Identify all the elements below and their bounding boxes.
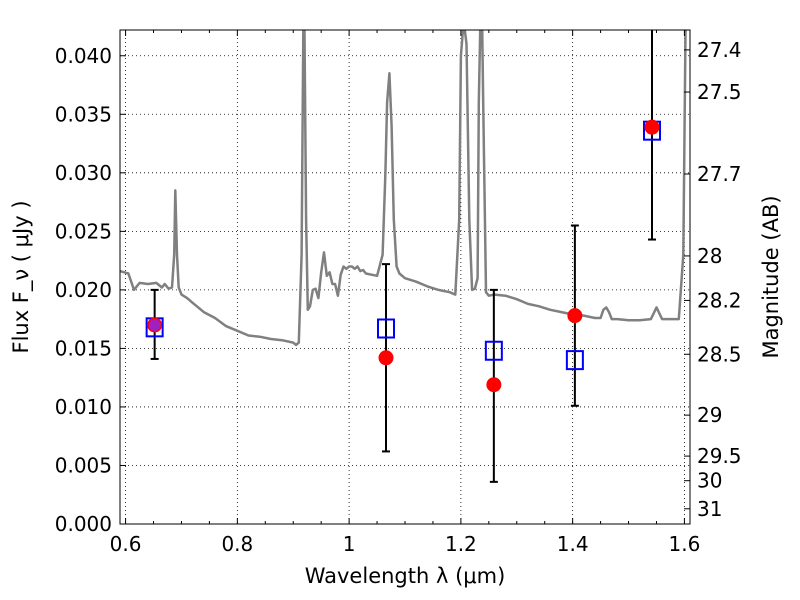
y-tick-label: 0.035 <box>55 102 112 126</box>
y-tick-label: 0.025 <box>55 219 112 243</box>
y-tick-label: 0.010 <box>55 395 112 419</box>
y-tick-label: 0.000 <box>55 512 112 536</box>
data-layer <box>120 30 688 483</box>
y-tick-label: 0.020 <box>55 278 112 302</box>
right-tick-label: 27.7 <box>697 162 742 186</box>
measured-point <box>644 119 660 135</box>
right-tick-label: 29 <box>697 403 722 427</box>
right-tick-label: 28 <box>697 244 722 268</box>
spectrum-line <box>120 30 688 347</box>
y-tick-label: 0.015 <box>55 336 112 360</box>
x-tick-label: 1 <box>343 532 356 556</box>
right-tick-label: 27.4 <box>697 38 742 62</box>
y-axis-label: Flux F_ν ( μJy ) <box>9 200 34 353</box>
right-axis-label: Magnitude (AB) <box>759 195 783 358</box>
right-tick-label: 27.5 <box>697 80 742 104</box>
model-point <box>377 318 395 339</box>
measured-point <box>567 308 583 324</box>
model-point <box>565 350 584 371</box>
x-tick-label: 1.2 <box>445 532 477 556</box>
overlap-point <box>148 318 161 331</box>
right-tick-label: 31 <box>697 497 722 521</box>
grid-lines <box>120 30 690 524</box>
model-point <box>484 340 503 361</box>
axis-ticks: 0.6 0.8 1 1.2 1.4 1.6 0.000 0.005 0.010 0.015 0.02… <box>55 30 742 556</box>
y-tick-label: 0.040 <box>55 44 112 68</box>
y-tick-label: 0.030 <box>55 161 112 185</box>
right-tick-label: 30 <box>697 469 722 493</box>
x-tick-label: 0.6 <box>110 532 142 556</box>
measured-point <box>378 350 394 366</box>
measured-point <box>486 377 502 393</box>
right-tick-label: 28.2 <box>697 288 742 312</box>
y-tick-label: 0.005 <box>55 453 112 477</box>
x-tick-label: 1.4 <box>557 532 589 556</box>
right-tick-label: 29.5 <box>697 444 742 468</box>
right-tick-label: 28.5 <box>697 342 742 366</box>
x-axis-label: Wavelength λ (μm) <box>305 564 506 588</box>
x-tick-label: 1.6 <box>669 532 701 556</box>
x-tick-label: 0.8 <box>221 532 253 556</box>
